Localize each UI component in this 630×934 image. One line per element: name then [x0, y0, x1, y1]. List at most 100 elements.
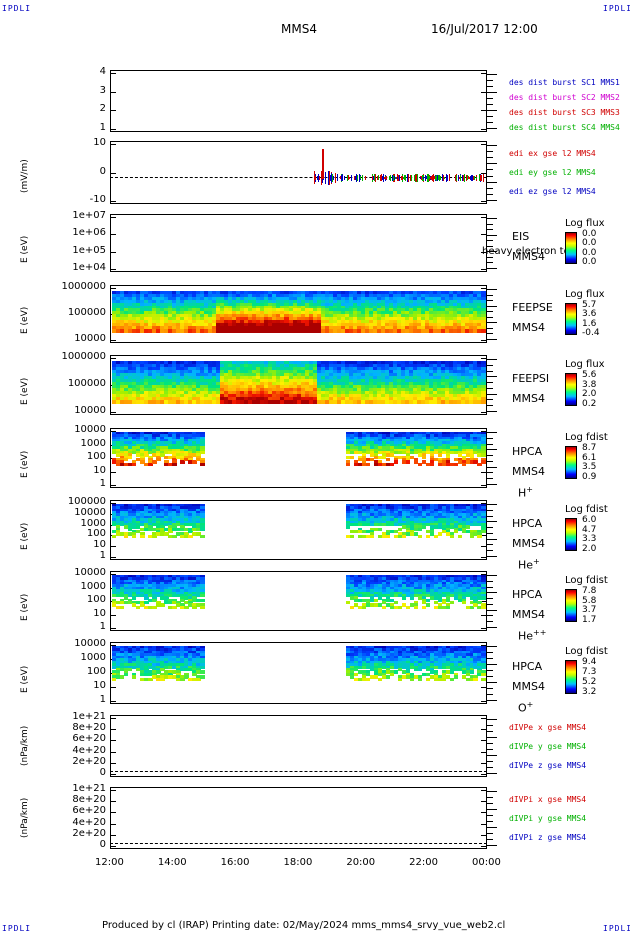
spectrogram-cell [260, 299, 266, 304]
legend-entry-divpe: dIVPe z gse MMS4 [509, 761, 587, 770]
legend-entry-divpi: dIVPi z gse MMS4 [509, 833, 587, 842]
spectrogram-cell [123, 296, 129, 301]
spectrogram-cell [236, 311, 241, 316]
colorbar-value-feepse: -0.4 [582, 327, 600, 338]
spectrogram-cell [155, 299, 161, 304]
spectrogram-cell [204, 314, 209, 319]
y-tick-mark [110, 774, 116, 775]
spectrogram-cell [167, 311, 173, 316]
spectrogram-cell [131, 317, 137, 321]
spectrogram-cell [179, 299, 185, 304]
spectrogram-cell [151, 293, 157, 298]
spectrogram-cell [188, 302, 193, 307]
spectrogram-cell [183, 325, 189, 330]
right-minor-tick [487, 845, 497, 846]
spectrogram-cell [244, 293, 249, 298]
spectrogram-cell [200, 296, 205, 301]
spectrogram-cell [200, 598, 205, 602]
y-tick-mark [481, 251, 487, 253]
right-minor-tick [487, 603, 493, 605]
spectrogram-cell [220, 305, 225, 310]
spectrogram-cell [159, 328, 165, 333]
instrument-label-hpca_he: HPCA [512, 517, 543, 530]
spectrogram-cell [175, 308, 181, 313]
spectrogram-cell [115, 296, 121, 301]
right-minor-tick [487, 98, 493, 99]
spectrogram-cell [171, 322, 177, 327]
spectrogram-cell [200, 534, 205, 538]
spectrogram-cell [212, 302, 217, 307]
right-minor-tick [487, 478, 493, 480]
spectrogram-cell [179, 314, 185, 319]
spectrogram-cell [244, 322, 249, 327]
legend-entry-divpi: dIVPi x gse MMS4 [509, 795, 587, 804]
spectrogram-cell [212, 328, 217, 333]
colorbar-value-eis: 0.0 [582, 238, 597, 249]
spectrogram-cell [244, 325, 249, 330]
spectrogram-cell [188, 305, 193, 310]
spectrogram-cell [248, 308, 254, 313]
spectrogram-cell [232, 296, 237, 301]
spectrogram-cell [115, 328, 121, 333]
spectrogram-cell [264, 302, 270, 307]
spectrogram-cell [135, 302, 141, 307]
spectrogram-cell [481, 328, 487, 333]
y-axis-label-divpe: (nPa/km) [20, 725, 30, 766]
spectrogram-cell [232, 328, 237, 333]
right-minor-tick [487, 311, 493, 313]
spectrogram-cell [248, 291, 254, 295]
y-tick-hpca_h: 1000 [80, 437, 106, 449]
spectrogram-cell [200, 314, 205, 319]
spectrogram-cell [119, 320, 125, 324]
spectrogram-cell [111, 305, 117, 310]
y-tick-mark [481, 812, 487, 814]
spectrogram-cell [216, 293, 221, 298]
y-tick-hpca_he2: 100 [86, 594, 106, 605]
y-tick-edi: -10 [89, 194, 106, 205]
spectrogram-cell [127, 299, 133, 304]
colorbar-value-hpca_he2: 7.8 [582, 586, 597, 596]
spectrogram-cell [272, 296, 278, 301]
right-minor-tick [487, 761, 493, 762]
spectrogram-cell [159, 302, 165, 307]
spectrogram-cell [248, 311, 254, 316]
spectrogram-cell [260, 308, 266, 313]
spectrogram-cell [131, 302, 137, 307]
spectrogram-cell [151, 322, 157, 327]
spectrogram-cell [240, 317, 245, 321]
y-tick-mark [110, 110, 116, 112]
spectrogram-cell [192, 305, 197, 310]
right-minor-tick [487, 791, 497, 792]
right-minor-tick [487, 449, 497, 451]
spectrogram-cell [192, 299, 197, 304]
spectrogram-cell [123, 305, 129, 310]
spectrogram-cell [179, 320, 185, 324]
spectrogram-cell [163, 308, 169, 313]
spectrogram-cell [212, 299, 217, 304]
spectrogram-cell [119, 317, 125, 321]
spectrogram-cell [111, 317, 117, 321]
right-minor-tick [487, 556, 497, 557]
y-tick-hpca_o: 10 [93, 680, 106, 691]
spectrogram-cell [276, 322, 282, 327]
y-tick-mark [481, 687, 487, 688]
spectrogram-cell [155, 291, 161, 295]
spectrogram-cell [183, 291, 189, 295]
spectrogram-cell [171, 320, 177, 324]
y-tick-divpe: 2e+20 [72, 755, 106, 767]
spectrogram-cell [115, 317, 121, 321]
spectrogram-cell [212, 291, 217, 295]
colorbar-value-hpca_o: 3.2 [582, 687, 597, 698]
spectrogram-cell [345, 600, 351, 605]
spectrogram-cell [163, 328, 169, 333]
right-minor-tick [487, 839, 493, 840]
spectrogram-cell [220, 311, 225, 316]
y-tick-mark [481, 288, 487, 289]
spectrogram-cell [228, 308, 233, 313]
spectrogram-cell [272, 322, 278, 327]
spectrogram-cell [236, 317, 241, 321]
spectrogram-cell [139, 317, 145, 321]
spectrogram-cell [163, 305, 169, 310]
spectrogram-cell [268, 322, 274, 327]
spectrogram-cell [240, 293, 245, 298]
